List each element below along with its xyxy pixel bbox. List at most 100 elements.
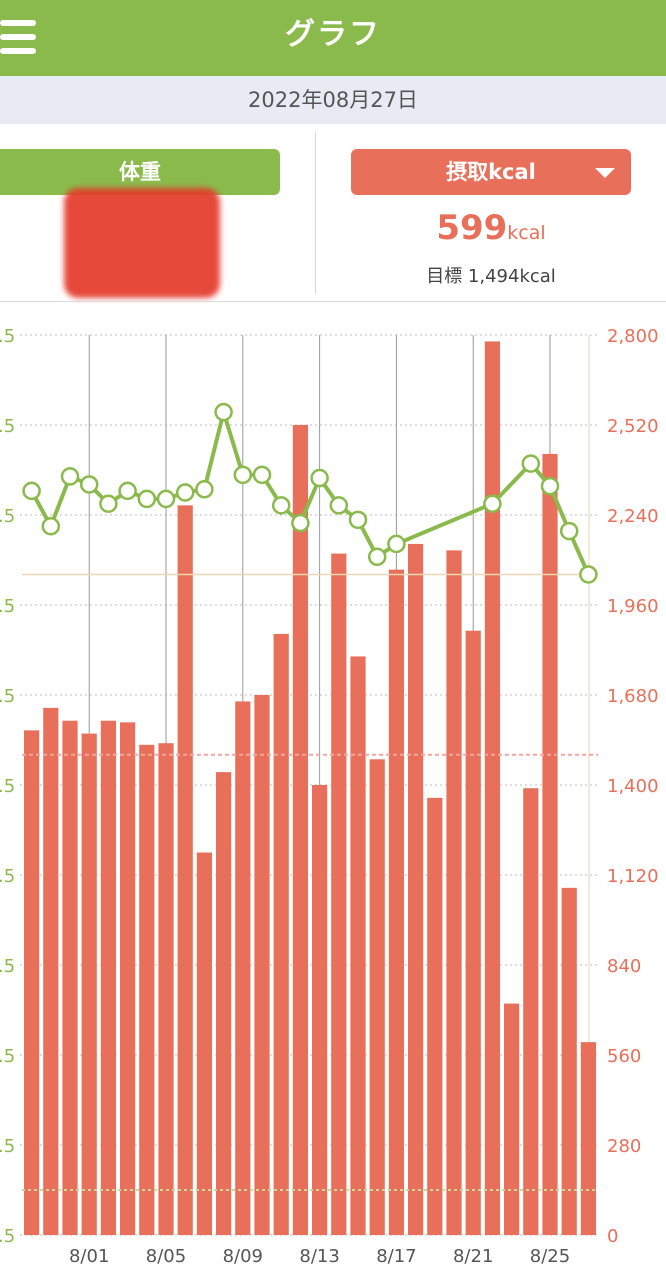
intake-goal: 目標 1,494kcal [426, 266, 556, 287]
weight-point [291, 513, 310, 533]
right-axis-tick-label: 1,960 [607, 596, 659, 617]
intake-bar [465, 630, 481, 1235]
app-header: グラフ [0, 0, 666, 76]
intake-bar [43, 707, 59, 1235]
intake-bar [408, 543, 424, 1235]
weight-point [60, 467, 80, 486]
x-tick-label: 8/17 [376, 1246, 416, 1267]
left-axis-tick-label: .5 [0, 1046, 15, 1067]
right-axis-tick-label: 1,120 [607, 866, 659, 887]
intake-bar [388, 569, 404, 1235]
date-bar: 2022年08月27日 [0, 76, 666, 124]
right-axis-tick-label: 280 [607, 1136, 641, 1157]
weight-point [118, 481, 137, 501]
left-axis-tick-label: .5 [0, 776, 15, 797]
intake-bar [331, 553, 347, 1235]
panel-divider [315, 132, 316, 294]
left-axis-tick-label: .5 [0, 506, 15, 527]
hamburger-menu-icon[interactable] [0, 20, 38, 54]
right-axis-tick-label: 0 [607, 1226, 618, 1247]
weight-point [540, 476, 560, 496]
intake-bar [100, 720, 116, 1235]
intake-bar [196, 852, 212, 1235]
section-divider [0, 301, 666, 302]
left-axis-tick-label: .5 [0, 1136, 15, 1157]
right-axis-tick-label: 1,400 [607, 776, 659, 797]
weight-point [387, 534, 406, 554]
weight-tab-label: 体重 [119, 160, 161, 184]
selected-date[interactable]: 2022年08月27日 [248, 88, 418, 112]
intake-bar [158, 743, 174, 1235]
intake-value: 599kcal [351, 208, 631, 248]
right-axis-tick-label: 560 [607, 1046, 641, 1067]
intake-bar [235, 701, 251, 1235]
intake-bar [350, 656, 366, 1235]
weight-point [195, 480, 214, 499]
right-axis-tick-label: 2,520 [607, 416, 659, 437]
intake-bar [312, 785, 328, 1235]
right-axis-tick-label: 1,680 [607, 686, 659, 707]
intake-bar [427, 797, 443, 1235]
weight-point [329, 496, 349, 515]
right-axis-tick-label: 2,800 [607, 326, 659, 347]
x-tick-label: 8/13 [299, 1246, 339, 1267]
x-tick-label: 8/01 [69, 1246, 109, 1267]
intake-tab-label: 摂取kcal [446, 160, 536, 184]
weight-point [214, 402, 233, 422]
intake-bar [273, 633, 289, 1235]
left-axis-tick-label: .5 [0, 956, 15, 977]
left-axis-tick-label: .5 [0, 686, 15, 707]
intake-bar [504, 1003, 520, 1235]
left-axis-tick-label: .5 [0, 596, 15, 617]
intake-bar [292, 425, 308, 1235]
weight-point [137, 489, 157, 509]
weight-point [252, 465, 272, 485]
intake-number: 599 [436, 208, 508, 248]
weight-point [233, 465, 253, 485]
weight-point [79, 475, 99, 494]
intake-bar [216, 772, 232, 1235]
weight-point [559, 521, 579, 541]
x-tick-label: 8/21 [453, 1246, 493, 1267]
intake-bar [369, 759, 385, 1235]
x-tick-label: 8/09 [223, 1246, 263, 1267]
intake-bar [62, 720, 78, 1235]
x-tick-label: 8/05 [146, 1246, 186, 1267]
intake-bar [254, 695, 270, 1235]
weight-point [41, 517, 61, 536]
weight-point [483, 494, 502, 513]
weight-point [175, 483, 195, 502]
intake-bar [580, 1042, 596, 1235]
intake-bar [561, 887, 577, 1235]
intake-bar [523, 788, 539, 1235]
weight-point [22, 481, 41, 501]
weight-tab-button[interactable]: 体重 [0, 149, 280, 195]
intake-dropdown-button[interactable]: 摂取kcal [351, 149, 631, 195]
left-axis-tick-label: .5 [0, 416, 15, 437]
weight-point [156, 489, 176, 509]
intake-bar [24, 730, 40, 1235]
intake-weight-chart: 2,800 .5 2,520 .5 2,240 .5 1,960 .5 1,680 .5 1,400… [0, 326, 659, 1267]
left-axis-tick-label: .5 [0, 866, 15, 887]
triangle-down-icon [595, 168, 615, 178]
intake-bar [81, 733, 97, 1235]
weight-point [99, 494, 118, 513]
intake-bar [446, 550, 462, 1235]
weight-point [579, 565, 598, 584]
left-axis-tick-label: .5 [0, 326, 15, 347]
x-tick-label: 8/25 [530, 1246, 570, 1267]
intake-bar [139, 744, 155, 1235]
intake-unit: kcal [507, 222, 546, 244]
left-axis-tick-label: .5 [0, 1226, 15, 1247]
weight-point [367, 547, 387, 567]
right-axis-tick-label: 840 [607, 956, 641, 977]
right-axis-tick-label: 2,240 [607, 506, 659, 527]
weight-point [310, 468, 329, 488]
weight-point [271, 496, 291, 515]
intake-bar [542, 453, 558, 1235]
weight-point [521, 454, 541, 473]
redacted-weight-value [64, 188, 220, 298]
intake-bar [120, 722, 136, 1235]
intake-bar [484, 341, 500, 1235]
intake-bar [177, 505, 193, 1235]
